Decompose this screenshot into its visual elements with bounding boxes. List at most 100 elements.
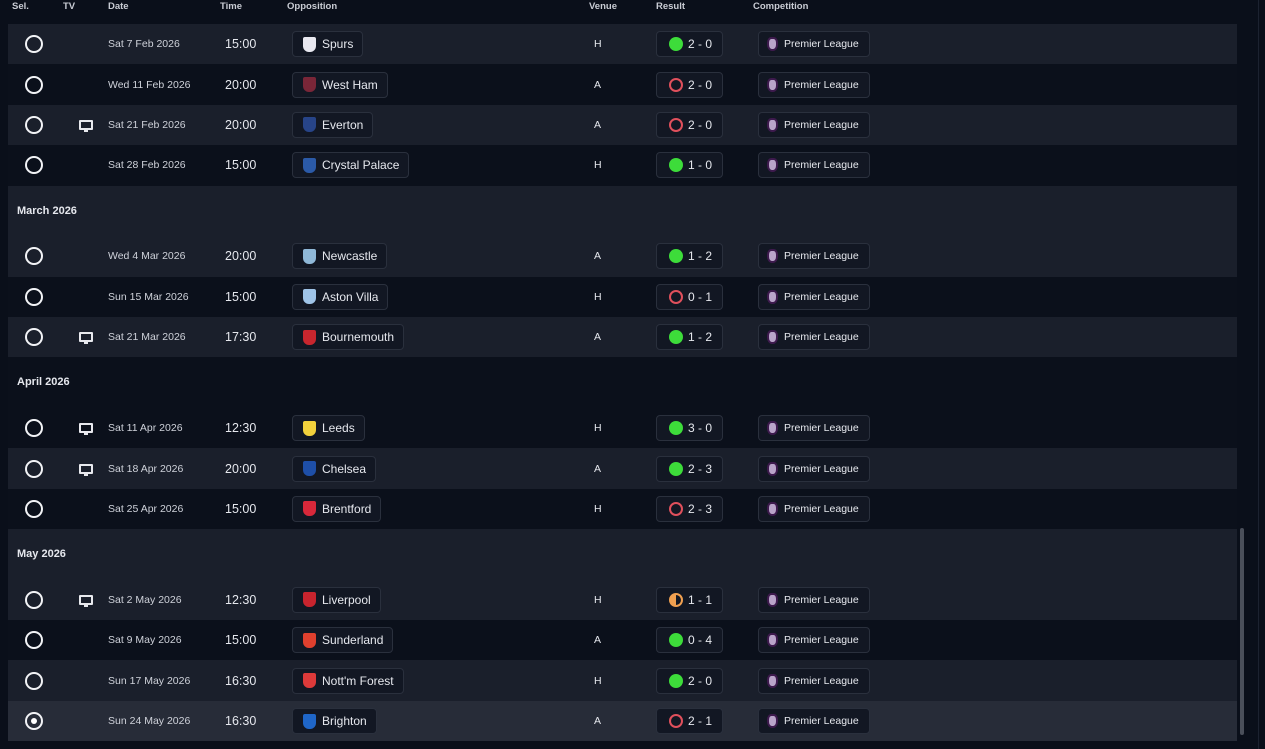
fixture-row[interactable]: Sat 11 Apr 2026 12:30 Leeds H 3 - 0 Prem… [8, 407, 1237, 449]
opposition-chip[interactable]: Crystal Palace [292, 152, 410, 179]
fixture-row[interactable]: Sat 25 Apr 2026 15:00 Brentford H 2 - 3 … [8, 488, 1237, 530]
select-radio[interactable] [25, 287, 43, 306]
result-chip[interactable]: 1 - 1 [656, 586, 724, 613]
opposition-chip[interactable]: Chelsea [292, 455, 377, 482]
fixture-row[interactable]: Sat 9 May 2026 15:00 Sunderland A 0 - 4 … [8, 620, 1237, 661]
col-result[interactable]: Result [656, 1, 686, 12]
opposition-chip[interactable]: Spurs [292, 31, 364, 58]
result-chip[interactable]: 0 - 1 [656, 283, 724, 310]
opposition-name: Crystal Palace [322, 158, 400, 173]
opposition-chip[interactable]: Nott'm Forest [292, 667, 404, 694]
competition-chip[interactable]: Premier League [758, 667, 870, 694]
fixture-row[interactable]: Sat 28 Feb 2026 15:00 Crystal Palace H 1… [8, 145, 1237, 186]
select-radio[interactable] [25, 712, 43, 731]
competition-chip[interactable]: Premier League [758, 31, 870, 58]
select-radio[interactable] [25, 419, 43, 438]
select-radio[interactable] [25, 156, 43, 175]
result-chip[interactable]: 1 - 0 [656, 152, 724, 179]
opposition-chip[interactable]: Sunderland [292, 627, 394, 654]
select-radio[interactable] [25, 459, 43, 478]
competition-name: Premier League [784, 715, 859, 728]
opposition-chip[interactable]: Liverpool [292, 586, 381, 613]
team-crest-icon [303, 36, 316, 52]
premier-league-icon [767, 501, 778, 516]
fixture-row[interactable]: Sat 21 Feb 2026 20:00 Everton A 2 - 0 Pr… [8, 104, 1237, 146]
competition-chip[interactable]: Premier League [758, 455, 870, 482]
score: 2 - 3 [688, 501, 713, 516]
competition-chip[interactable]: Premier League [758, 495, 870, 522]
col-opposition[interactable]: Opposition [287, 1, 338, 12]
opposition-chip[interactable]: Newcastle [292, 243, 388, 270]
fixture-row[interactable]: Sun 17 May 2026 16:30 Nott'm Forest H 2 … [8, 660, 1237, 701]
fixture-date: Sat 2 May 2026 [108, 593, 182, 606]
col-sel[interactable]: Sel. [12, 1, 29, 12]
fixture-row[interactable]: Sat 21 Mar 2026 17:30 Bournemouth A 1 - … [8, 316, 1237, 358]
competition-chip[interactable]: Premier League [758, 71, 870, 98]
competition-chip[interactable]: Premier League [758, 324, 870, 351]
result-chip[interactable]: 2 - 1 [656, 708, 724, 735]
competition-chip[interactable]: Premier League [758, 415, 870, 442]
competition-chip[interactable]: Premier League [758, 152, 870, 179]
select-radio[interactable] [25, 328, 43, 347]
competition-chip[interactable]: Premier League [758, 627, 870, 654]
select-radio[interactable] [25, 75, 43, 94]
fixture-row[interactable]: Sat 18 Apr 2026 20:00 Chelsea A 2 - 3 Pr… [8, 448, 1237, 489]
result-chip[interactable]: 1 - 2 [656, 243, 724, 270]
competition-chip[interactable]: Premier League [758, 111, 870, 138]
premier-league-icon [767, 37, 778, 52]
col-time[interactable]: Time [220, 1, 243, 12]
fixture-row[interactable]: Sun 15 Mar 2026 15:00 Aston Villa H 0 - … [8, 276, 1237, 317]
select-radio[interactable] [25, 247, 43, 266]
select-radio[interactable] [25, 590, 43, 609]
scrollbar-thumb[interactable] [1240, 528, 1244, 735]
opposition-chip[interactable]: Everton [292, 111, 374, 138]
fixture-row[interactable]: Sat 2 May 2026 12:30 Liverpool H 1 - 1 P… [8, 579, 1237, 621]
team-crest-icon [303, 420, 316, 436]
competition-chip[interactable]: Premier League [758, 243, 870, 270]
opposition-chip[interactable]: Aston Villa [292, 283, 389, 310]
fixture-row[interactable]: Wed 4 Mar 2026 20:00 Newcastle A 1 - 2 P… [8, 236, 1237, 277]
premier-league-icon [767, 249, 778, 264]
result-chip[interactable]: 2 - 0 [656, 71, 724, 98]
result-chip[interactable]: 2 - 0 [656, 667, 724, 694]
fixture-time: 20:00 [225, 117, 257, 132]
opposition-chip[interactable]: Bournemouth [292, 324, 405, 351]
result-chip[interactable]: 2 - 3 [656, 495, 724, 522]
opposition-name: Liverpool [322, 592, 371, 607]
result-chip[interactable]: 2 - 0 [656, 111, 724, 138]
fixture-row[interactable]: Sun 24 May 2026 16:30 Brighton A 2 - 1 P… [8, 700, 1237, 742]
competition-chip[interactable]: Premier League [758, 708, 870, 735]
score: 2 - 1 [688, 714, 713, 729]
competition-chip[interactable]: Premier League [758, 586, 870, 613]
result-chip[interactable]: 0 - 4 [656, 627, 724, 654]
col-tv[interactable]: TV [63, 1, 76, 12]
team-crest-icon [303, 157, 316, 173]
select-radio[interactable] [25, 115, 43, 134]
team-crest-icon [303, 289, 316, 305]
col-competition[interactable]: Competition [753, 1, 809, 12]
select-radio[interactable] [25, 499, 43, 518]
fixture-time: 15:00 [225, 289, 257, 304]
result-chip[interactable]: 2 - 0 [656, 31, 724, 58]
fixture-row[interactable]: Wed 11 Feb 2026 20:00 West Ham A 2 - 0 P… [8, 64, 1237, 105]
result-chip[interactable]: 2 - 3 [656, 455, 724, 482]
opposition-chip[interactable]: Leeds [292, 415, 365, 442]
competition-chip[interactable]: Premier League [758, 283, 870, 310]
fixture-date: Wed 11 Feb 2026 [108, 78, 191, 91]
col-date[interactable]: Date [108, 1, 129, 12]
result-chip[interactable]: 3 - 0 [656, 415, 724, 442]
opposition-name: Spurs [322, 37, 354, 52]
select-radio[interactable] [25, 671, 43, 690]
competition-name: Premier League [784, 38, 859, 51]
result-chip[interactable]: 1 - 2 [656, 324, 724, 351]
fixture-time: 16:30 [225, 673, 257, 688]
fixture-time: 12:30 [225, 421, 257, 436]
opposition-chip[interactable]: West Ham [292, 71, 388, 98]
col-venue[interactable]: Venue [589, 1, 617, 12]
opposition-chip[interactable]: Brentford [292, 495, 382, 522]
select-radio[interactable] [25, 631, 43, 650]
opposition-chip[interactable]: Brighton [292, 708, 377, 735]
fixture-row[interactable]: Sat 7 Feb 2026 15:00 Spurs H 2 - 0 Premi… [8, 24, 1237, 65]
select-radio[interactable] [25, 35, 43, 54]
fixture-date: Sat 21 Feb 2026 [108, 118, 186, 131]
